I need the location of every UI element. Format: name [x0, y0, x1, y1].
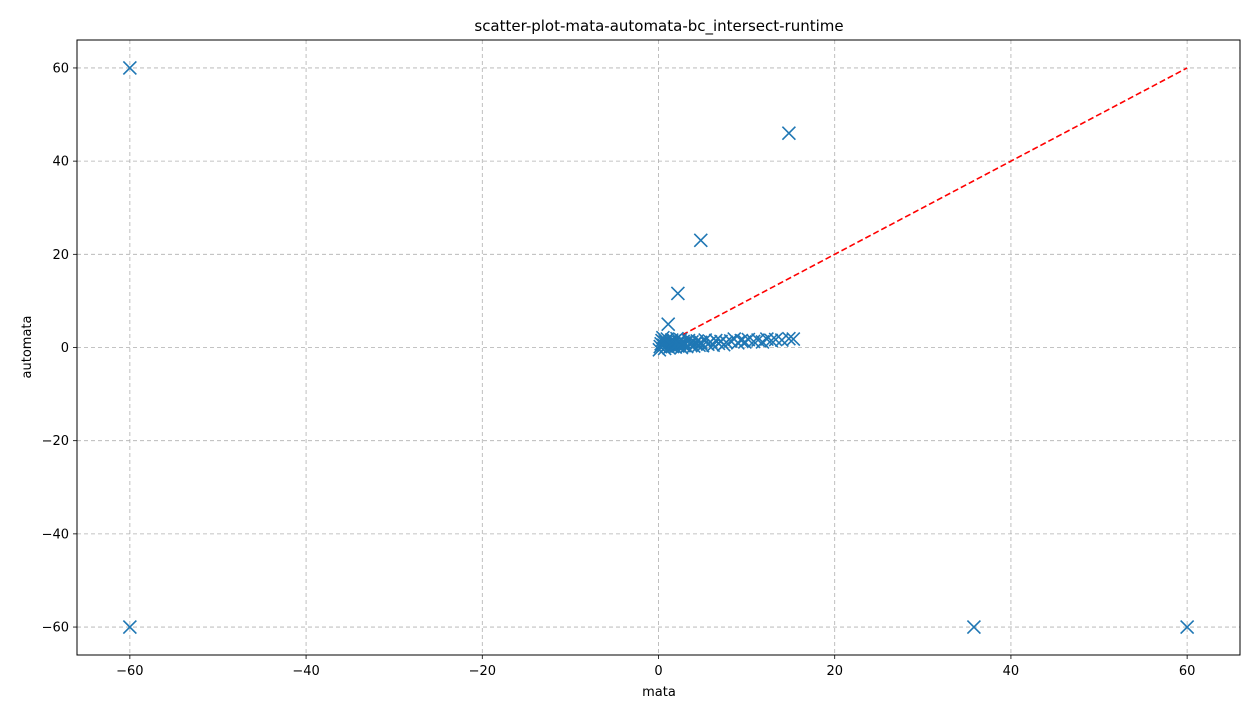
data-point: [768, 332, 783, 347]
data-points: [122, 60, 1195, 635]
x-tick-label: −40: [292, 664, 319, 679]
x-tick-label: 20: [826, 664, 843, 679]
x-tick-label: 60: [1179, 664, 1196, 679]
data-point: [966, 619, 981, 635]
data-point: [693, 233, 708, 248]
data-point: [786, 332, 801, 347]
reference-line: [658, 67, 1188, 349]
y-tick-label: 20: [52, 248, 69, 263]
y-tick-label: −40: [42, 527, 69, 542]
data-point: [755, 334, 770, 349]
data-point: [661, 317, 676, 332]
reference-line-group: [658, 67, 1188, 349]
chart-title: scatter-plot-mata-automata-bc_intersect-…: [474, 17, 843, 36]
y-tick-label: 0: [61, 341, 69, 356]
data-point: [781, 331, 796, 346]
y-tick-label: 40: [52, 155, 69, 170]
plot-frame: [76, 39, 1241, 656]
x-tick-label: −60: [116, 664, 143, 679]
x-axis-label: mata: [642, 685, 676, 700]
y-tick-label: −20: [42, 434, 69, 449]
data-point: [122, 60, 137, 76]
x-tick-label: 0: [654, 664, 662, 679]
data-point: [698, 332, 713, 348]
y-tick-label: −60: [42, 621, 69, 636]
x-tick-label: −20: [469, 664, 496, 679]
data-point: [719, 335, 734, 350]
y-tick-label: 60: [52, 61, 69, 76]
data-point: [122, 619, 137, 635]
data-point: [670, 286, 685, 301]
data-point: [1180, 619, 1195, 635]
x-tick-label: 40: [1003, 664, 1020, 679]
data-point: [706, 338, 721, 353]
data-point: [781, 126, 796, 141]
axis-ticks: −60 −40 −20 0 20 40 60 −60 −40 −20 0 20 40 60: [42, 61, 1196, 679]
y-axis-label: automata: [20, 316, 35, 379]
data-point: [764, 333, 779, 348]
